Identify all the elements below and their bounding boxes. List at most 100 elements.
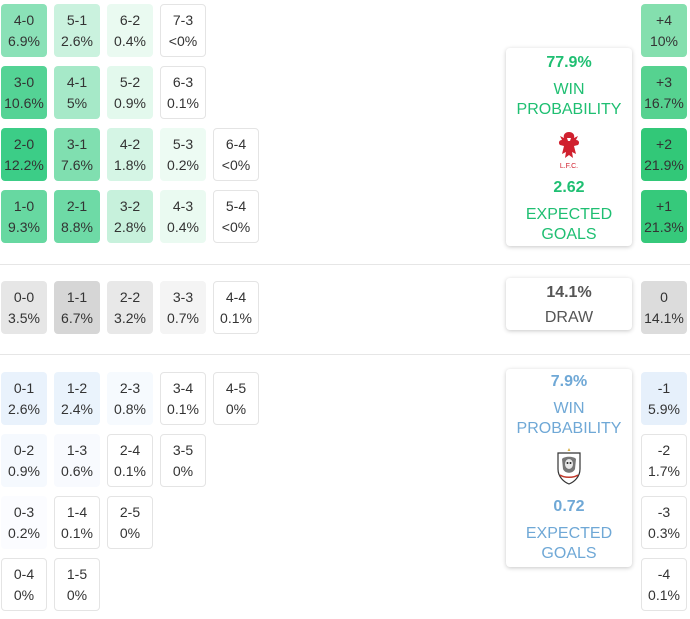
scoreline-probability: 0% xyxy=(172,462,194,479)
scoreline-label: 0-1 xyxy=(13,379,35,396)
home-scoreline-cell: 5-1 2.6% xyxy=(54,4,100,57)
scoreline-label: 3-0 xyxy=(13,73,35,90)
draw-scoreline-cell: 3-3 0.7% xyxy=(160,281,206,334)
away-win-card: 7.9% WIN PROBABILITY 0.72 EXPECTED GOALS xyxy=(506,369,632,567)
scoreline-probability: 7.6% xyxy=(61,156,93,173)
away-win-pct: 7.9% xyxy=(550,373,588,390)
home-margin-cell: +2 21.9% xyxy=(641,128,687,181)
scoreline-probability: 1.7% xyxy=(648,462,680,479)
scoreline-probability: 8.8% xyxy=(61,218,93,235)
away-scoreline-cell: 0-4 0% xyxy=(1,558,47,611)
scoreline-probability: 1.8% xyxy=(114,156,146,173)
scoreline-label: 6-2 xyxy=(119,11,141,28)
home-win-card: 77.9% WIN PROBABILITY L.F.C. 2.62 EXPECT… xyxy=(506,48,632,246)
qarabag-crest-icon xyxy=(557,448,581,485)
home-scoreline-cell: 5-3 0.2% xyxy=(160,128,206,181)
home-scoreline-cell: 7-3 <0% xyxy=(160,4,206,57)
away-xg-label-line2: GOALS xyxy=(541,545,597,562)
scoreline-probability: 14.1% xyxy=(644,309,684,326)
draw-pct: 14.1% xyxy=(546,284,592,301)
away-scoreline-cell: 0-1 2.6% xyxy=(1,372,47,425)
scoreline-probability: 0.1% xyxy=(61,524,93,541)
away-scoreline-cell: 3-5 0% xyxy=(160,434,206,487)
home-scoreline-cell: 1-0 9.3% xyxy=(1,190,47,243)
section-divider-top xyxy=(0,264,690,265)
away-scoreline-cell: 2-4 0.1% xyxy=(107,434,153,487)
scoreline-label: 3-3 xyxy=(172,288,194,305)
draw-scoreline-cell: 2-2 3.2% xyxy=(107,281,153,334)
away-margin-cell: -2 1.7% xyxy=(641,434,687,487)
scoreline-probability: 5.9% xyxy=(648,400,680,417)
draw-margin-cell: 0 14.1% xyxy=(641,281,687,334)
home-xg-label: EXPECTED GOALS xyxy=(506,205,632,245)
home-scoreline-cell: 6-2 0.4% xyxy=(107,4,153,57)
scoreline-label: +2 xyxy=(656,135,672,152)
home-scoreline-cell: 2-0 12.2% xyxy=(1,128,47,181)
scoreline-label: 3-2 xyxy=(119,197,141,214)
home-xg-label-line2: GOALS xyxy=(541,226,597,243)
scoreline-label: 1-3 xyxy=(66,441,88,458)
scoreline-label: 6-3 xyxy=(172,73,194,90)
home-scoreline-cell: 2-1 8.8% xyxy=(54,190,100,243)
scoreline-probability: 0% xyxy=(13,586,35,603)
away-margin-cell: -3 0.3% xyxy=(641,496,687,549)
scoreline-probability: 3.2% xyxy=(114,309,146,326)
home-win-label: WIN PROBABILITY xyxy=(506,80,632,120)
scoreline-label: 0 xyxy=(660,288,668,305)
scoreline-probability: 12.2% xyxy=(4,156,44,173)
scoreline-label: 4-0 xyxy=(13,11,35,28)
scoreline-label: 2-1 xyxy=(66,197,88,214)
scoreline-probability: 0.4% xyxy=(114,32,146,49)
home-xg-label-line1: EXPECTED xyxy=(525,206,613,223)
scoreline-label: 7-3 xyxy=(172,11,194,28)
away-win-label: WIN PROBABILITY xyxy=(506,399,632,439)
scoreline-label: +4 xyxy=(656,11,672,28)
scoreline-probability: 0.1% xyxy=(167,400,199,417)
scoreline-probability: 5% xyxy=(66,94,88,111)
scoreline-label: 1-4 xyxy=(66,503,88,520)
away-scoreline-cell: 0-3 0.2% xyxy=(1,496,47,549)
scoreline-label: 5-1 xyxy=(66,11,88,28)
scoreline-probability: <0% xyxy=(168,32,198,49)
scoreline-probability: 10% xyxy=(649,32,679,49)
home-scoreline-cell: 6-4 <0% xyxy=(213,128,259,181)
home-margin-cell: +4 10% xyxy=(641,4,687,57)
scoreline-probability: 0.4% xyxy=(167,218,199,235)
away-xg-label: EXPECTED GOALS xyxy=(506,524,632,564)
scoreline-probability: 0.6% xyxy=(61,462,93,479)
scoreline-label: -2 xyxy=(657,441,671,458)
scoreline-label: 1-0 xyxy=(13,197,35,214)
scoreline-label: -3 xyxy=(657,503,671,520)
scoreline-label: 4-1 xyxy=(66,73,88,90)
home-scoreline-cell: 4-2 1.8% xyxy=(107,128,153,181)
home-win-label-line1: WIN xyxy=(553,81,585,98)
scoreline-probability: 2.6% xyxy=(8,400,40,417)
scoreline-label: 6-4 xyxy=(225,135,247,152)
crest-text: L.F.C. xyxy=(560,163,578,170)
home-margin-cell: +1 21.3% xyxy=(641,190,687,243)
scoreline-label: 2-3 xyxy=(119,379,141,396)
scoreline-probability: 16.7% xyxy=(644,94,684,111)
scoreline-label: 0-4 xyxy=(13,565,35,582)
scoreline-probability: 9.3% xyxy=(8,218,40,235)
home-scoreline-cell: 4-1 5% xyxy=(54,66,100,119)
scoreline-probability: 6.9% xyxy=(8,32,40,49)
home-win-label-line2: PROBABILITY xyxy=(516,101,622,118)
scoreline-probability: 0.2% xyxy=(8,524,40,541)
scoreline-probability: 0.1% xyxy=(220,309,252,326)
scoreline-probability: 0.3% xyxy=(648,524,680,541)
away-margin-cell: -4 0.1% xyxy=(641,558,687,611)
scoreline-label: 2-2 xyxy=(119,288,141,305)
scoreline-probability: 2.4% xyxy=(61,400,93,417)
scoreline-probability: <0% xyxy=(221,218,251,235)
scoreline-probability: 3.5% xyxy=(8,309,40,326)
scoreline-label: 0-2 xyxy=(13,441,35,458)
section-divider-bottom xyxy=(0,354,690,355)
scoreline-label: 2-4 xyxy=(119,441,141,458)
home-scoreline-cell: 5-2 0.9% xyxy=(107,66,153,119)
draw-scoreline-cell: 1-1 6.7% xyxy=(54,281,100,334)
scoreline-label: +1 xyxy=(656,197,672,214)
scoreline-probability: 2.6% xyxy=(61,32,93,49)
home-xg: 2.62 xyxy=(553,179,585,196)
draw-card: 14.1% DRAW xyxy=(506,278,632,330)
